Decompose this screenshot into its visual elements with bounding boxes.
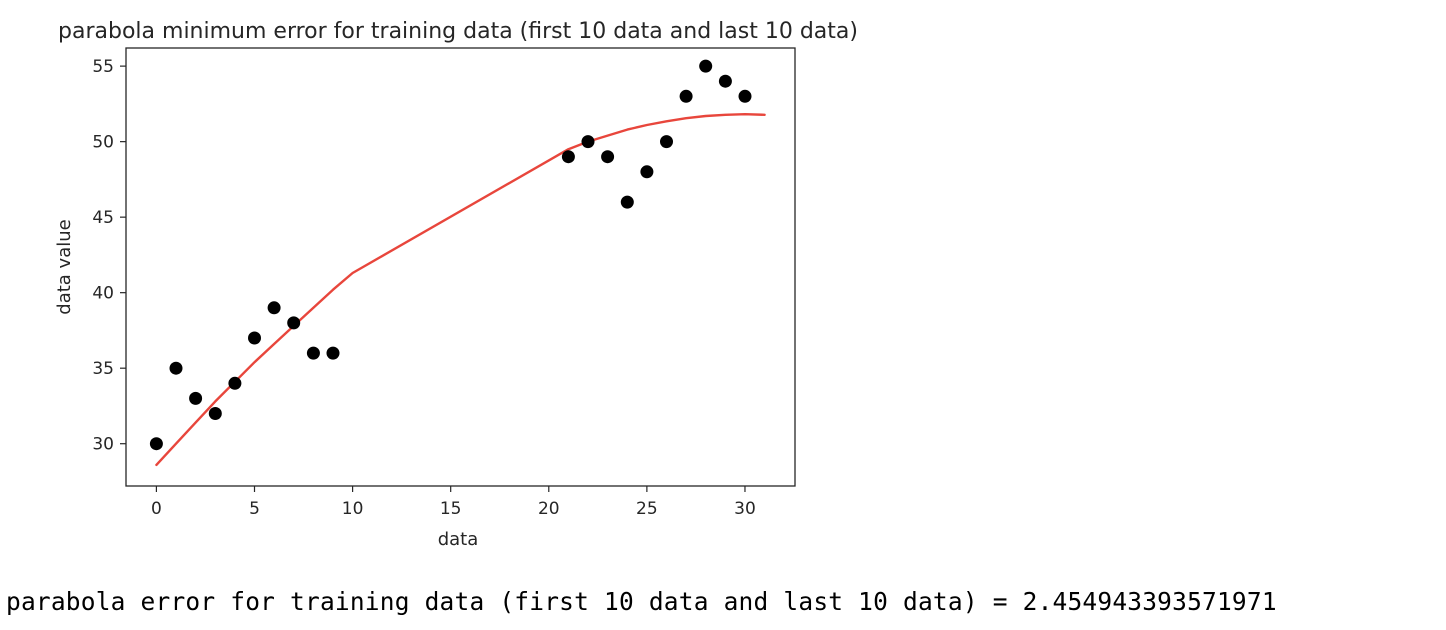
fit-curve-line xyxy=(155,113,766,467)
data-point xyxy=(267,301,281,315)
data-point xyxy=(581,135,595,149)
x-tick-label: 0 xyxy=(151,499,162,519)
x-axis: 0 5 10 15 20 25 30 xyxy=(151,486,756,519)
y-tick-label: 50 xyxy=(92,133,114,153)
data-point xyxy=(738,89,752,103)
y-tick-label: 45 xyxy=(92,208,114,228)
data-point xyxy=(149,437,163,451)
data-point xyxy=(248,331,261,345)
series-layer xyxy=(149,59,766,467)
x-tick-label: 10 xyxy=(342,499,364,519)
x-tick-label: 25 xyxy=(636,499,658,519)
data-point xyxy=(208,407,222,420)
y-tick-label: 40 xyxy=(92,284,114,304)
data-point xyxy=(306,346,320,360)
x-axis-label: data xyxy=(438,529,479,550)
data-point xyxy=(660,135,673,149)
data-point xyxy=(287,316,301,330)
y-tick-label: 55 xyxy=(92,57,114,77)
y-tick-label: 35 xyxy=(92,359,114,379)
x-tick-label: 30 xyxy=(734,499,756,519)
x-tick-label: 20 xyxy=(538,499,560,519)
chart: parabola minimum error for training data… xyxy=(54,19,858,550)
data-point xyxy=(189,391,203,405)
y-tick-label: 30 xyxy=(92,435,114,455)
data-point xyxy=(620,195,634,209)
chart-title: parabola minimum error for training data… xyxy=(58,19,858,44)
output-text: parabola error for training data (first … xyxy=(6,587,1277,616)
data-point xyxy=(169,361,183,375)
y-axis-label: data value xyxy=(54,219,75,314)
x-tick-label: 5 xyxy=(249,499,260,519)
data-point xyxy=(228,376,242,390)
data-point xyxy=(601,150,615,164)
data-point xyxy=(640,165,654,179)
y-axis: 30 35 40 45 50 55 xyxy=(92,57,126,455)
data-point xyxy=(561,150,575,164)
data-point xyxy=(718,74,732,88)
data-point xyxy=(326,346,340,360)
x-tick-label: 15 xyxy=(440,499,462,519)
data-point xyxy=(699,59,713,73)
data-point xyxy=(679,89,693,103)
plot-area-frame xyxy=(125,47,796,487)
